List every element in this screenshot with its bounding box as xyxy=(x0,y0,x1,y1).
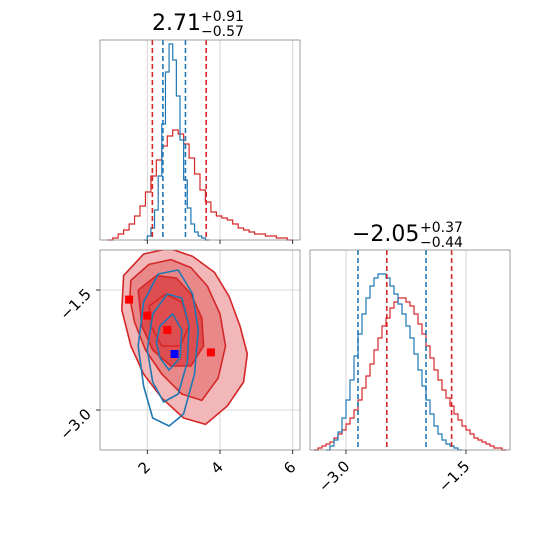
contour-panel-bottom-left: 2 4 6 −1.5 −3.0 xyxy=(56,249,301,478)
title-sub: −0.44 xyxy=(420,235,463,251)
axes-frame xyxy=(99,249,301,451)
histogram-step xyxy=(314,297,506,451)
histogram-step xyxy=(326,273,462,451)
marker xyxy=(125,295,134,304)
axes-frame xyxy=(309,249,511,451)
top-left-title: 2.71 +0.91 −0.57 xyxy=(152,9,244,40)
y-tick-label: −3.0 xyxy=(56,405,94,443)
marker xyxy=(163,326,172,334)
marker xyxy=(170,350,179,358)
title-main: −2.05 xyxy=(352,222,419,247)
x-tick-label: −1.5 xyxy=(435,457,473,495)
histogram-step xyxy=(107,129,293,241)
histogram-panel-top-left xyxy=(99,39,301,244)
title-sub: −0.57 xyxy=(201,24,244,40)
bottom-right-title: −2.05 +0.37 −0.44 xyxy=(352,220,463,251)
x-tick-label: −3.0 xyxy=(315,457,353,495)
title-sup: +0.37 xyxy=(420,220,463,236)
x-tick-label: 6 xyxy=(280,458,299,477)
y-tick-label: −1.5 xyxy=(56,285,94,323)
title-main: 2.71 xyxy=(152,11,201,36)
x-tick-label: 4 xyxy=(207,458,226,477)
blue-contour xyxy=(137,269,199,427)
histogram-step xyxy=(143,43,210,241)
plot-area xyxy=(100,250,300,450)
histogram-panel-bottom-right: −3.0 −1.5 xyxy=(309,249,511,496)
x-tick-label: 2 xyxy=(135,458,154,477)
marker xyxy=(206,348,215,357)
title-sup: +0.91 xyxy=(201,9,244,25)
blue-contour xyxy=(155,313,183,371)
blue-contour xyxy=(146,293,190,403)
marker xyxy=(143,311,152,320)
axes-frame xyxy=(99,39,301,241)
